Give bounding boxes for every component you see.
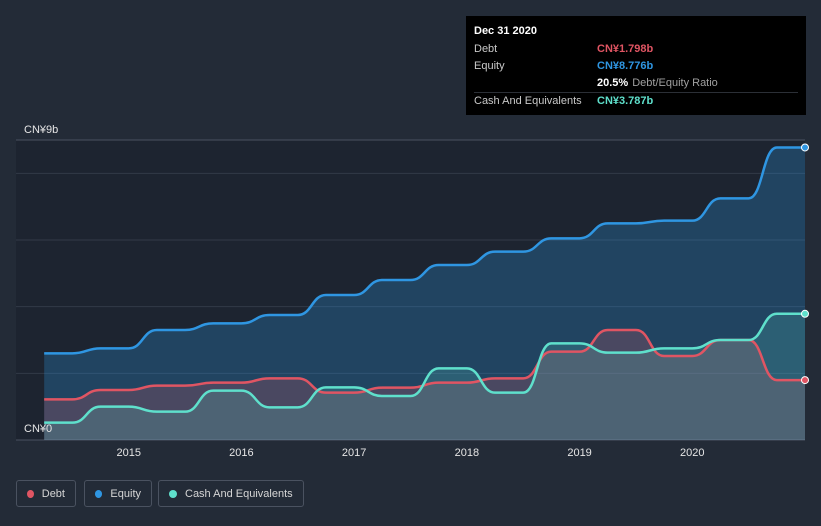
tooltip-date: Dec 31 2020 (474, 25, 537, 37)
x-tick-label: 2015 (116, 447, 140, 459)
y-tick-label-top: CN¥9b (24, 124, 58, 136)
x-tick-label: 2018 (455, 447, 479, 459)
x-tick-label: 2020 (680, 447, 704, 459)
tooltip-row-ratio: 20.5% Debt/Equity Ratio (474, 75, 798, 92)
line-cash-and-equivalents (44, 312, 805, 424)
legend-dot-icon (169, 489, 177, 498)
area-debt (44, 330, 805, 440)
data-tooltip: Dec 31 2020 Debt CN¥1.798b Equity CN¥8.7… (466, 16, 806, 115)
plot-background (16, 140, 805, 440)
area-equity (44, 147, 805, 440)
tooltip-value: CN¥8.776b (597, 60, 654, 72)
tooltip-value: 20.5% (597, 77, 629, 89)
end-marker-debt (801, 376, 809, 385)
area-cash-and-equivalents (44, 313, 805, 440)
series-end-markers (801, 143, 809, 385)
tooltip-label: Debt (474, 43, 498, 55)
line-debt (44, 328, 805, 401)
x-tick-label: 2019 (567, 447, 591, 459)
legend-dot-icon (27, 489, 34, 498)
tooltip-label: Cash And Equivalents (474, 95, 582, 107)
legend-label: Cash And Equivalents (185, 487, 293, 500)
legend-dot-icon (95, 489, 103, 498)
tooltip-row-debt: Debt CN¥1.798b (474, 41, 798, 58)
tooltip-row-cash: Cash And Equivalents CN¥3.787b (474, 92, 798, 110)
y-tick-label-bottom: CN¥0 (24, 423, 52, 435)
legend-item-equity[interactable]: Equity (84, 480, 152, 507)
end-marker-cash-and-equivalents (801, 309, 809, 318)
line-equity (44, 146, 805, 355)
end-marker-equity (801, 143, 809, 152)
x-tick-labels: 2015 2016 2017 2018 2019 2020 (116, 447, 704, 459)
series-lines (44, 146, 805, 424)
legend-label: Equity (110, 487, 141, 500)
legend-item-debt[interactable]: Debt (16, 480, 76, 507)
x-tick-label: 2016 (229, 447, 253, 459)
tooltip-row-equity: Equity CN¥8.776b (474, 58, 798, 75)
grid-lines (16, 139, 805, 441)
tooltip-ratio-label: Debt/Equity Ratio (632, 77, 718, 89)
x-tick-label: 2017 (342, 447, 366, 459)
tooltip-label (474, 75, 597, 92)
tooltip-label: Equity (474, 60, 505, 72)
tooltip-value: CN¥1.798b (597, 43, 654, 55)
legend-label: Debt (41, 487, 65, 500)
tooltip-value: CN¥3.787b (597, 95, 654, 107)
legend-item-cash[interactable]: Cash And Equivalents (158, 480, 304, 507)
series-areas (44, 147, 805, 440)
